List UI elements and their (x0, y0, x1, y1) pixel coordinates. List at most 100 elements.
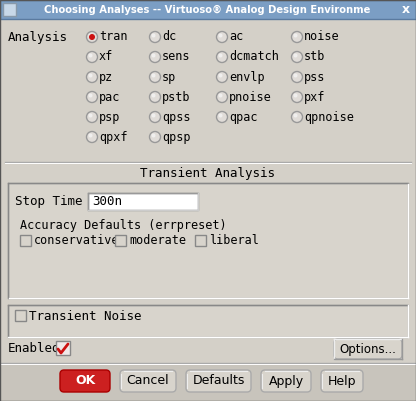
Circle shape (292, 51, 302, 63)
Text: moderate: moderate (129, 235, 186, 247)
Text: sp: sp (162, 71, 176, 83)
Text: Analysis: Analysis (8, 30, 68, 43)
Text: qpxf: qpxf (99, 130, 127, 144)
Bar (8, 305, 408, 337)
Circle shape (151, 113, 156, 117)
Bar (115, 235, 126, 246)
Circle shape (216, 111, 228, 122)
Circle shape (218, 93, 223, 97)
Text: Defaults: Defaults (192, 375, 245, 387)
Circle shape (218, 53, 223, 57)
Circle shape (151, 73, 156, 77)
Circle shape (151, 134, 156, 138)
Circle shape (89, 134, 92, 138)
Circle shape (294, 93, 297, 97)
Text: 300n: 300n (92, 195, 122, 208)
Circle shape (149, 32, 161, 43)
Text: pac: pac (99, 91, 120, 103)
Circle shape (89, 34, 92, 38)
FancyBboxPatch shape (120, 370, 176, 392)
Text: Transient Analysis: Transient Analysis (141, 168, 275, 180)
Text: qpsp: qpsp (162, 130, 191, 144)
Bar (15, 310, 26, 321)
Circle shape (216, 32, 228, 43)
Text: pxf: pxf (304, 91, 325, 103)
Bar (88, 193, 198, 210)
Text: liberal: liberal (209, 235, 259, 247)
Bar (56, 341, 70, 355)
Circle shape (294, 113, 297, 117)
Text: psp: psp (99, 111, 120, 124)
Text: Apply: Apply (268, 375, 304, 387)
Circle shape (87, 111, 97, 122)
FancyBboxPatch shape (334, 339, 402, 359)
Text: pss: pss (304, 71, 325, 83)
Text: Options...: Options... (339, 342, 396, 356)
Text: stb: stb (304, 51, 325, 63)
Circle shape (151, 93, 156, 97)
Bar (0, 364, 416, 401)
Text: tran: tran (99, 30, 127, 43)
Circle shape (218, 113, 223, 117)
Circle shape (87, 91, 97, 103)
Text: pz: pz (99, 71, 113, 83)
Circle shape (216, 51, 228, 63)
Circle shape (87, 51, 97, 63)
Circle shape (216, 71, 228, 83)
FancyBboxPatch shape (261, 370, 311, 392)
Text: Choosing Analyses -- Virtuoso® Analog Design Environme: Choosing Analyses -- Virtuoso® Analog De… (44, 4, 370, 14)
Circle shape (89, 93, 92, 97)
Circle shape (149, 111, 161, 122)
Circle shape (89, 53, 92, 57)
Circle shape (294, 53, 297, 57)
Text: sens: sens (162, 51, 191, 63)
Text: ac: ac (229, 30, 243, 43)
Text: Help: Help (328, 375, 356, 387)
Circle shape (87, 71, 97, 83)
Circle shape (149, 91, 161, 103)
Circle shape (151, 34, 156, 38)
Circle shape (87, 32, 97, 43)
Text: Cancel: Cancel (127, 375, 169, 387)
Text: dc: dc (162, 30, 176, 43)
Bar (3, 3, 16, 16)
FancyBboxPatch shape (186, 370, 251, 392)
Text: Transient Noise: Transient Noise (29, 310, 141, 322)
FancyBboxPatch shape (60, 370, 110, 392)
Text: OK: OK (75, 375, 95, 387)
Circle shape (89, 34, 95, 40)
Bar (195, 235, 206, 246)
Circle shape (89, 113, 92, 117)
Circle shape (149, 71, 161, 83)
Text: envlp: envlp (229, 71, 265, 83)
Text: qpnoise: qpnoise (304, 111, 354, 124)
FancyBboxPatch shape (321, 370, 363, 392)
Text: Accuracy Defaults (errpreset): Accuracy Defaults (errpreset) (20, 219, 227, 233)
Circle shape (292, 111, 302, 122)
Text: conservative: conservative (34, 235, 119, 247)
Circle shape (87, 132, 97, 142)
Text: Enabled: Enabled (8, 342, 60, 354)
Circle shape (292, 32, 302, 43)
Text: qpac: qpac (229, 111, 258, 124)
Circle shape (294, 34, 297, 38)
Bar (20, 235, 31, 246)
Text: dcmatch: dcmatch (229, 51, 279, 63)
Circle shape (149, 132, 161, 142)
Text: noise: noise (304, 30, 339, 43)
Circle shape (218, 34, 223, 38)
Bar (8, 183, 408, 298)
Circle shape (218, 73, 223, 77)
Circle shape (89, 73, 92, 77)
Circle shape (292, 91, 302, 103)
Text: pstb: pstb (162, 91, 191, 103)
Circle shape (294, 73, 297, 77)
Circle shape (292, 71, 302, 83)
Text: xf: xf (99, 51, 113, 63)
Text: qpss: qpss (162, 111, 191, 124)
Text: pnoise: pnoise (229, 91, 272, 103)
Bar (0, 0, 416, 19)
Text: Stop Time: Stop Time (15, 196, 82, 209)
Circle shape (151, 53, 156, 57)
Circle shape (149, 51, 161, 63)
